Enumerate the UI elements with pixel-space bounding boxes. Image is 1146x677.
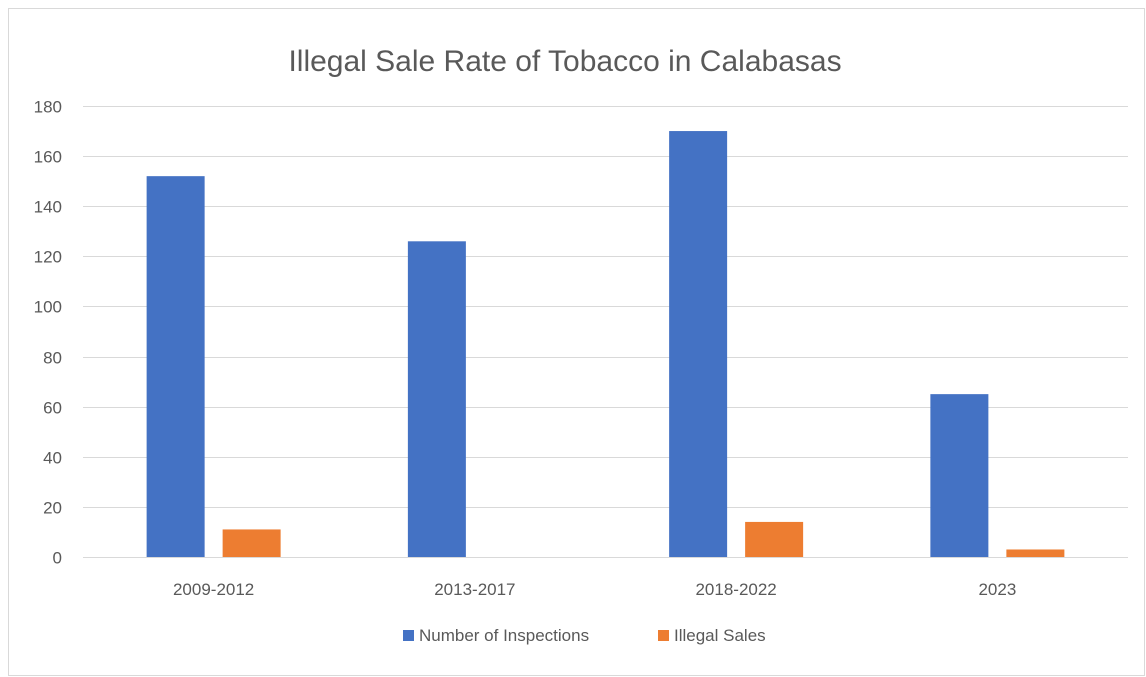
x-tick-label: 2018-2022 (695, 580, 776, 599)
bar-illegal-sales (745, 521, 804, 557)
y-tick-label: 60 (43, 399, 62, 418)
x-axis-tick-labels: 2009-2012 2013-2017 2018-2022 2023 (173, 580, 1016, 599)
bars (146, 131, 1065, 558)
gridlines (83, 106, 1128, 558)
y-tick-label: 140 (34, 198, 62, 217)
x-tick-label: 2023 (978, 580, 1016, 599)
legend-label: Number of Inspections (419, 626, 589, 645)
legend-swatch (403, 630, 414, 641)
chart-title: Illegal Sale Rate of Tobacco in Calabasa… (288, 45, 841, 78)
bar-inspections (669, 131, 728, 558)
x-tick-label: 2009-2012 (173, 580, 254, 599)
legend-swatch (658, 630, 669, 641)
y-tick-label: 100 (34, 298, 62, 317)
legend-label: Illegal Sales (674, 626, 766, 645)
y-tick-label: 120 (34, 248, 62, 267)
bar-illegal-sales (222, 529, 281, 557)
bar-illegal-sales (1006, 549, 1065, 557)
y-tick-label: 160 (34, 148, 62, 167)
legend: Number of Inspections Illegal Sales (403, 626, 766, 645)
y-axis-tick-labels: 0 20 40 60 80 100 120 140 160 180 (34, 98, 62, 568)
y-tick-label: 80 (43, 349, 62, 368)
bar-inspections (930, 394, 989, 557)
y-tick-label: 20 (43, 499, 62, 518)
x-tick-label: 2013-2017 (434, 580, 515, 599)
y-tick-label: 180 (34, 98, 62, 117)
y-tick-label: 40 (43, 449, 62, 468)
bar-inspections (407, 241, 466, 558)
bar-inspections (146, 176, 205, 557)
y-tick-label: 0 (53, 549, 62, 568)
